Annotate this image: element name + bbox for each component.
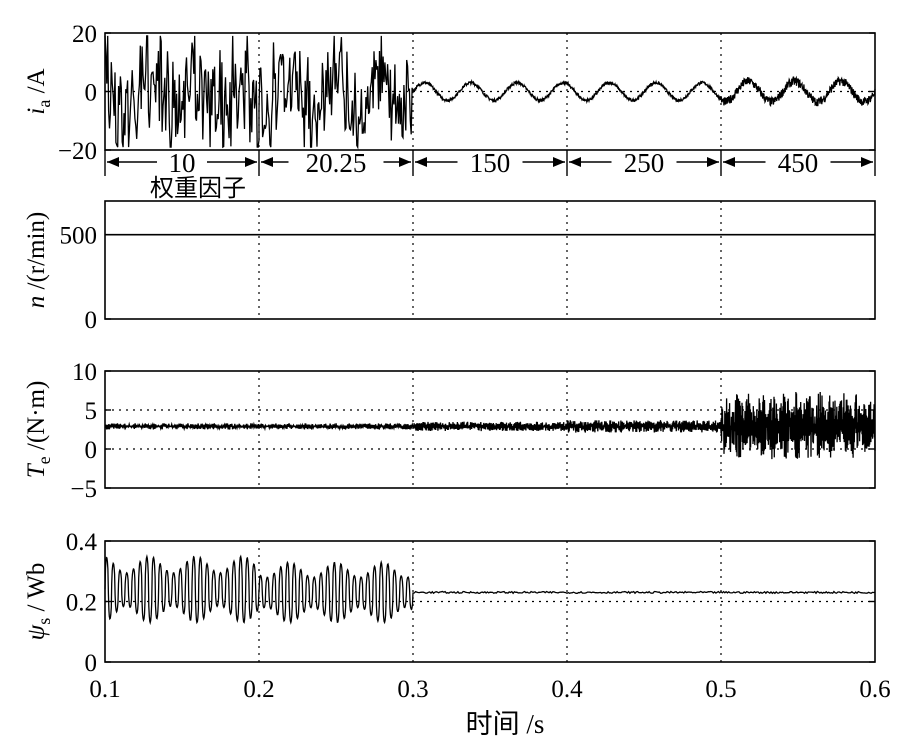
x-tick-label: 0.5 <box>705 676 736 703</box>
y-axis-label: ψs / Wb <box>23 563 54 641</box>
segment-weight-label: 20.25 <box>306 148 367 178</box>
series-line-ia <box>104 35 876 150</box>
y-tick-label: 0 <box>85 650 98 677</box>
y-tick-label: 0.4 <box>66 529 98 556</box>
arrowhead-left <box>415 157 427 167</box>
weight-factor-segments: 10 20.25 150 250 450 <box>104 148 876 178</box>
y-tick-label: −20 <box>58 138 97 165</box>
y-axis-label: ia /A <box>23 68 54 114</box>
y-tick-label: 10 <box>72 359 97 386</box>
y-tick-label: 500 <box>60 223 98 250</box>
y-axis-label-unit: /(N·m) <box>23 381 50 457</box>
arrowhead-right <box>245 157 257 167</box>
series-line-torque <box>104 391 876 460</box>
y-axis-label-subscript: a <box>34 100 54 108</box>
x-tick-label: 0.4 <box>551 676 583 703</box>
y-axis-label: Te /(N·m) <box>23 381 54 479</box>
y-tick-label: 20 <box>72 21 97 48</box>
y-axis-label-unit: /A <box>23 68 50 99</box>
arrowhead-left <box>723 157 735 167</box>
x-tick-label: 0.6 <box>859 676 890 703</box>
panel-speed: 500 0 n /(r/min) <box>23 200 876 334</box>
y-tick-label: 0 <box>85 307 98 334</box>
weight-factor-label: 权重因子 <box>150 174 246 202</box>
segment-weight-label: 150 <box>470 148 511 178</box>
y-axis-label-subscript: e <box>34 456 54 464</box>
x-tick-label: 0.3 <box>397 676 428 703</box>
x-tick-labels: 0.1 0.2 0.3 0.4 0.5 0.6 <box>89 676 890 703</box>
segment-weight-label: 250 <box>624 148 665 178</box>
y-axis-label: n /(r/min) <box>23 212 50 309</box>
y-tick-label: 0 <box>85 437 98 464</box>
x-tick-label: 0.1 <box>89 676 120 703</box>
arrowhead-right <box>553 157 565 167</box>
y-axis-label-symbol: ψ <box>23 624 50 640</box>
arrowhead-left <box>261 157 273 167</box>
panel-torque: 10 5 0 −5 Te /(N·m) <box>23 359 876 503</box>
y-axis-label-symbol: n <box>23 296 50 309</box>
panel-flux: 0.4 0.2 0 ψs / Wb <box>23 529 876 677</box>
arrowhead-right <box>399 157 411 167</box>
series-line-flux <box>104 554 876 626</box>
x-tick-label: 0.2 <box>243 676 274 703</box>
y-axis-label-unit: / Wb <box>23 563 50 618</box>
y-tick-label: 5 <box>85 398 98 425</box>
y-tick-label: −5 <box>70 476 97 503</box>
axes-frame <box>104 200 876 320</box>
y-tick-label: 0.2 <box>66 590 97 617</box>
y-axis-label-subscript: s <box>34 618 54 625</box>
x-axis-label: 时间 /s <box>466 709 545 739</box>
arrowhead-right <box>861 157 873 167</box>
y-axis-label-symbol: i <box>23 108 50 115</box>
arrowhead-left <box>569 157 581 167</box>
y-tick-label: 0 <box>85 80 98 107</box>
axes-frame <box>104 370 876 489</box>
y-axis-label-symbol: T <box>23 462 50 478</box>
arrowhead-left <box>107 157 119 167</box>
y-axis-label-unit: /(r/min) <box>23 212 50 296</box>
segment-weight-label: 10 <box>169 148 196 178</box>
arrowhead-right <box>707 157 719 167</box>
segment-weight-label: 450 <box>778 148 819 178</box>
